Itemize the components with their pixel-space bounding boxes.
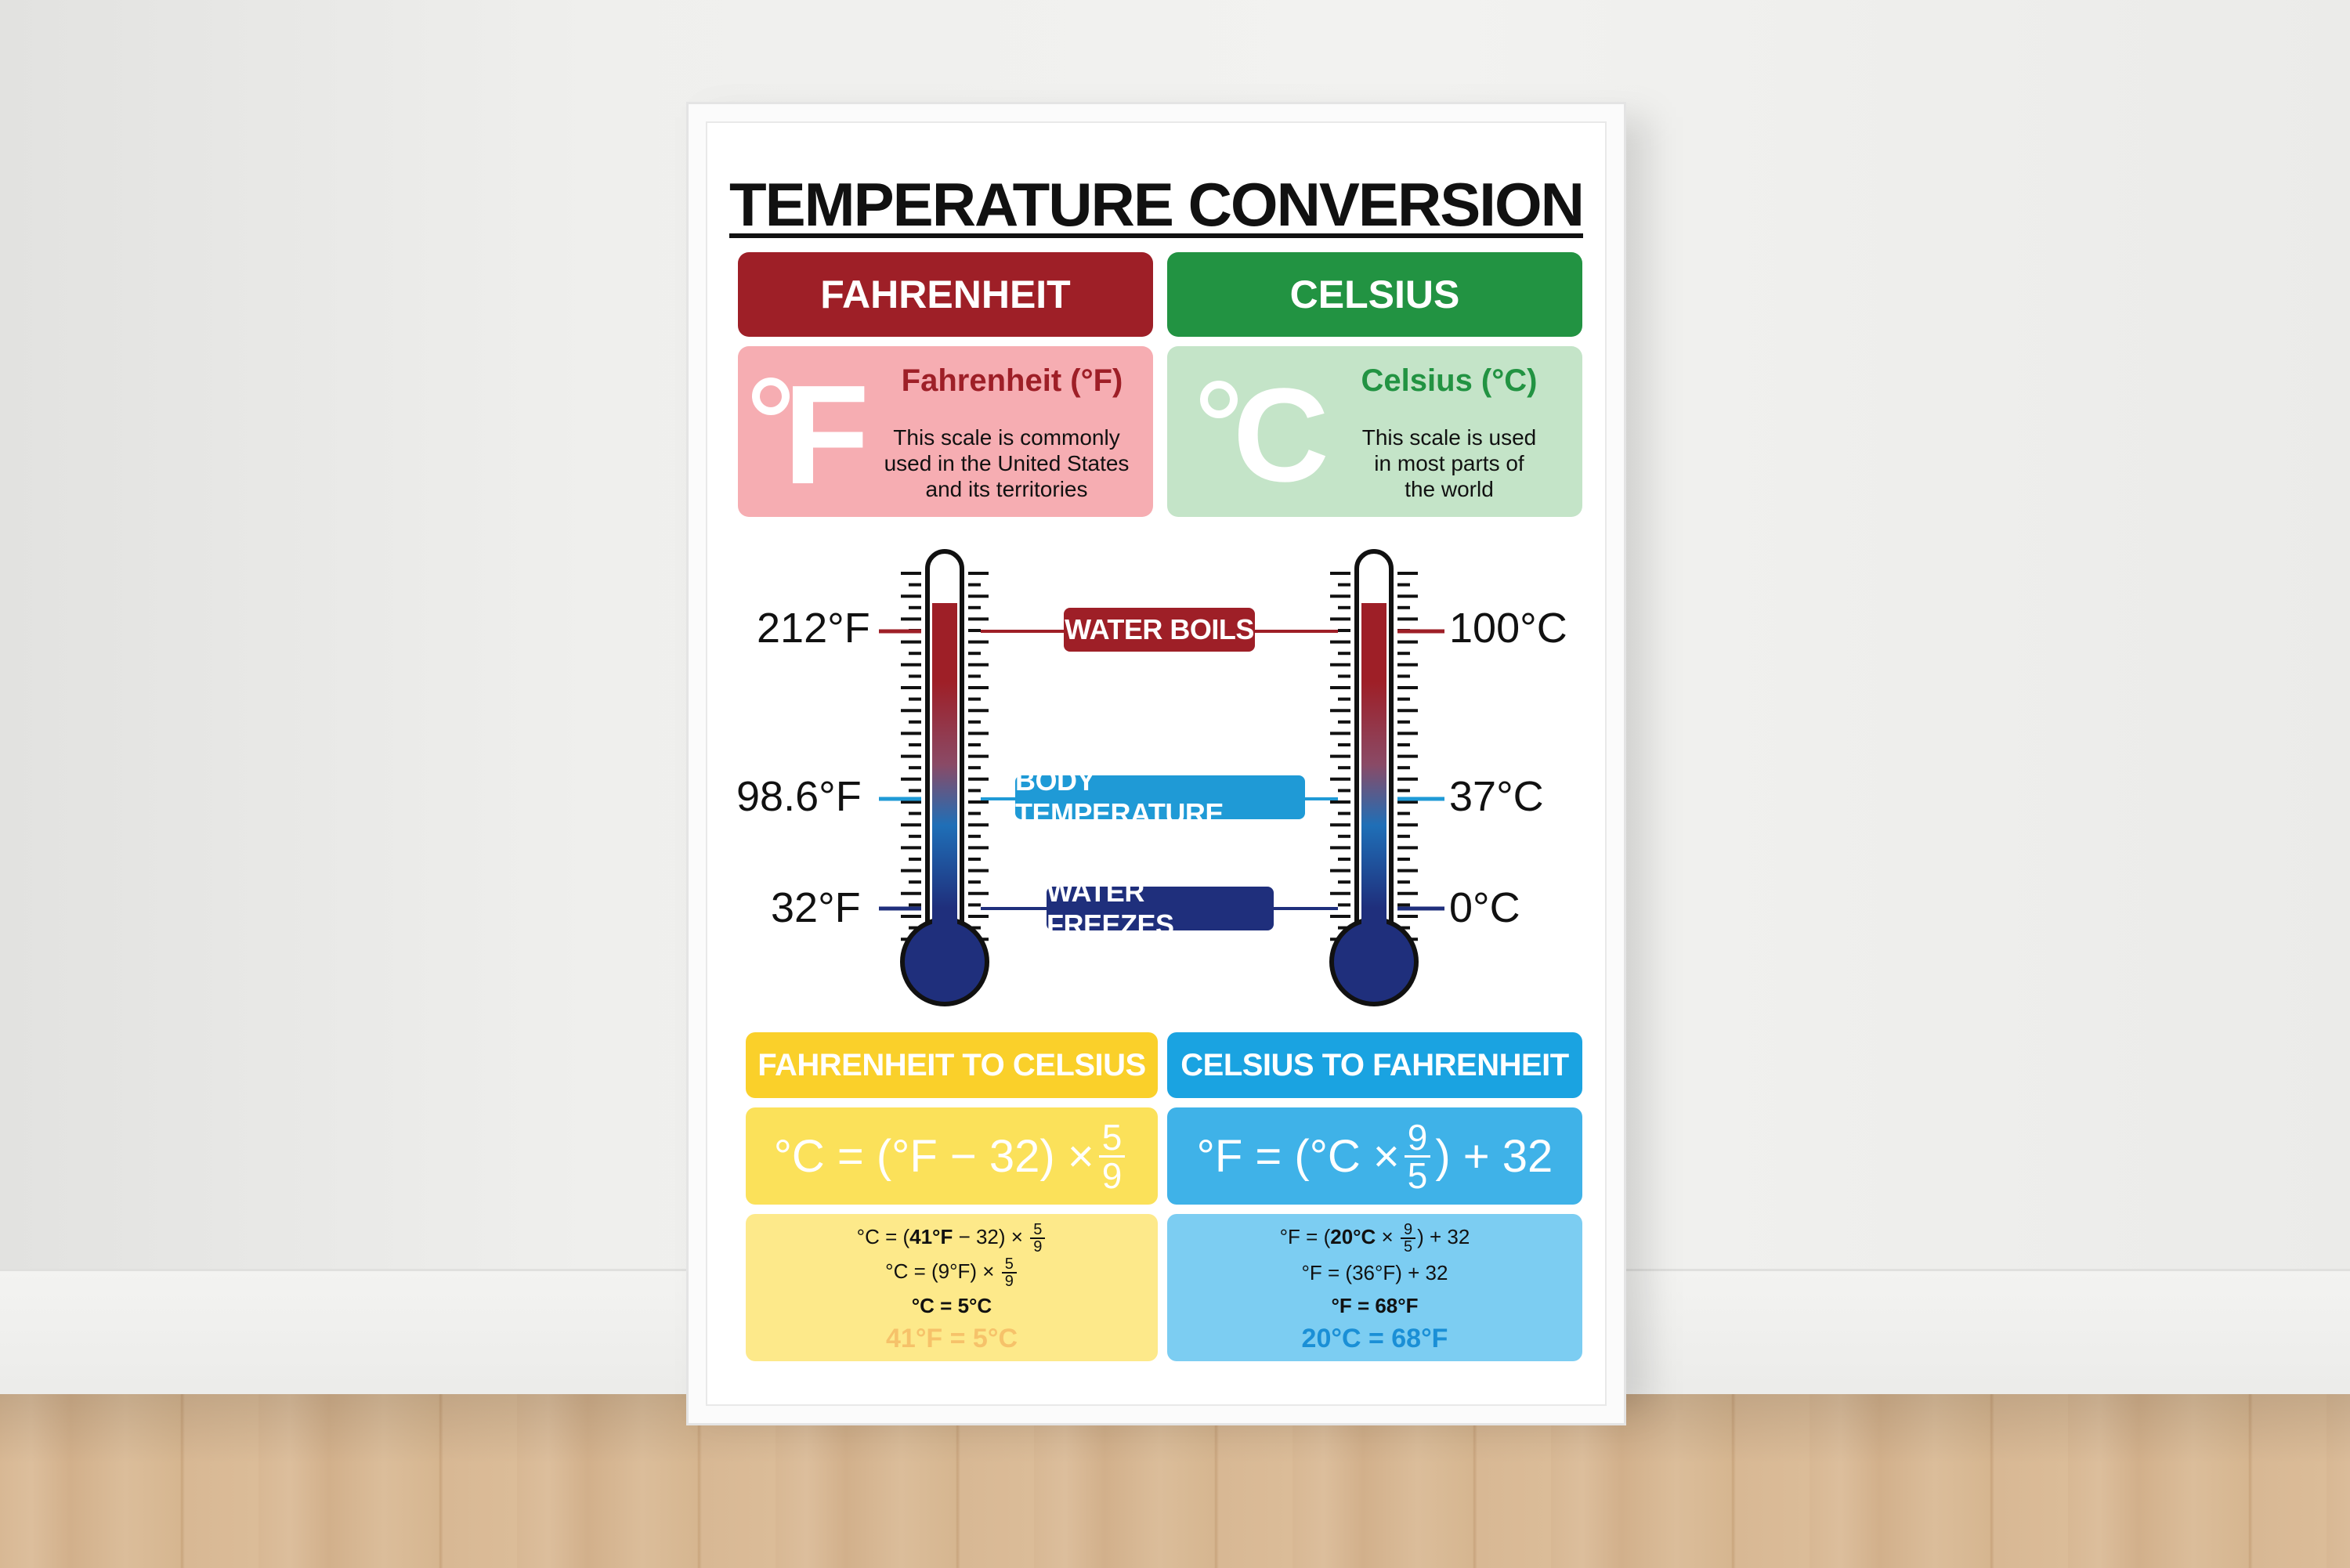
fahrenheit-freeze-label: 32°F xyxy=(771,884,861,931)
c-to-f-step-2: °F = (36°F) + 32 xyxy=(1301,1261,1448,1284)
c-to-f-result: 20°C = 68°F xyxy=(1301,1324,1448,1353)
water-boils-label: WATER BOILS xyxy=(1064,608,1255,652)
celsius-freeze-label: 0°C xyxy=(1449,884,1520,931)
fahrenheit-info-card: F Fahrenheit (°F) This scale is commonly… xyxy=(738,346,1153,517)
water-freezes-label: WATER FREEZES xyxy=(1047,876,1274,941)
celsius-thermometer-liquid xyxy=(1361,603,1386,962)
fahrenheit-body-label: 98.6°F xyxy=(736,773,862,820)
fahrenheit-header: FAHRENHEIT xyxy=(738,252,1153,337)
celsius-header: CELSIUS xyxy=(1167,252,1582,337)
celsius-body-label: 37°C xyxy=(1449,773,1544,820)
f-to-c-result: 41°F = 5°C xyxy=(886,1324,1018,1353)
body-temperature-label: BODY TEMPERATURE xyxy=(1015,764,1305,829)
thermometer-diagram xyxy=(879,549,1444,1006)
degree-icon xyxy=(1200,381,1238,418)
f-to-c-header: FAHRENHEIT TO CELSIUS xyxy=(746,1032,1158,1098)
celsius-info-card: C Celsius (°C) This scale is used in mos… xyxy=(1167,346,1582,517)
poster: TEMPERATURE CONVERSION FAHRENHEIT CELSIU… xyxy=(708,124,1604,1404)
fahrenheit-symbol: F xyxy=(783,356,870,514)
c-to-f-header: CELSIUS TO FAHRENHEIT xyxy=(1167,1032,1582,1098)
degree-icon xyxy=(752,378,790,415)
celsius-description: This scale is used in most parts of the … xyxy=(1361,425,1537,501)
celsius-title: Celsius (°C) xyxy=(1361,363,1538,398)
fahrenheit-description: This scale is commonly used in the Unite… xyxy=(884,425,1130,501)
fahrenheit-thermometer-liquid xyxy=(932,603,957,962)
f-to-c-step-3: °C = 5°C xyxy=(911,1294,992,1317)
c-to-f-step-3: °F = 68°F xyxy=(1331,1294,1419,1317)
c-to-f-step-1: °F = (20°C × 9 5) + 32 xyxy=(1279,1221,1470,1255)
poster-title: TEMPERATURE CONVERSION xyxy=(729,170,1585,239)
celsius-symbol: C xyxy=(1233,361,1329,510)
celsius-boil-label: 100°C xyxy=(1449,605,1567,652)
c-to-f-example: °F = (20°C × 9 5) + 32 °F = (36°F) + 32 °… xyxy=(1167,1214,1582,1361)
fahrenheit-boil-label: 212°F xyxy=(757,605,870,652)
fahrenheit-title: Fahrenheit (°F) xyxy=(901,363,1123,398)
